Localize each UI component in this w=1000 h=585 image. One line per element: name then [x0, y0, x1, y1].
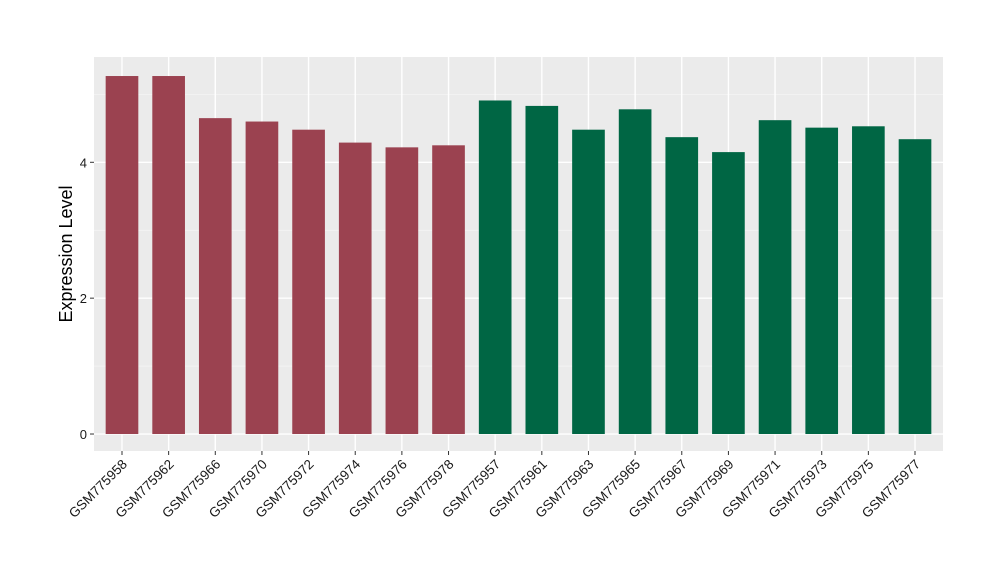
bar-GSM775974 — [338, 142, 372, 435]
plot-panel — [94, 57, 943, 451]
bar-GSM775958 — [105, 76, 139, 435]
y-tick-label: 0 — [80, 427, 87, 442]
bar-GSM775969 — [712, 152, 745, 435]
bar-GSM775957 — [478, 100, 512, 435]
bar-GSM775970 — [245, 121, 279, 435]
bar-GSM775972 — [292, 129, 325, 435]
bars — [105, 76, 932, 435]
bar-GSM775971 — [758, 120, 792, 435]
y-axis-label: Expression Level — [56, 185, 76, 322]
bar-GSM775973 — [805, 127, 839, 435]
y-axis: 0 2 4 — [80, 155, 94, 442]
bar-GSM775965 — [618, 109, 652, 435]
bar-GSM775966 — [198, 118, 232, 435]
y-tick-label: 4 — [80, 155, 87, 170]
bar-GSM775962 — [152, 76, 185, 435]
bar-GSM775967 — [665, 137, 699, 435]
bar-GSM775963 — [572, 129, 605, 435]
bar-GSM775975 — [852, 126, 885, 435]
x-axis: GSM775958GSM775962GSM775966GSM775970GSM7… — [66, 451, 923, 521]
bar-GSM775977 — [898, 139, 932, 435]
bar-GSM775961 — [525, 105, 559, 435]
bar-GSM775976 — [385, 147, 419, 435]
y-tick-label: 2 — [80, 291, 87, 306]
bar-GSM775978 — [432, 145, 465, 435]
